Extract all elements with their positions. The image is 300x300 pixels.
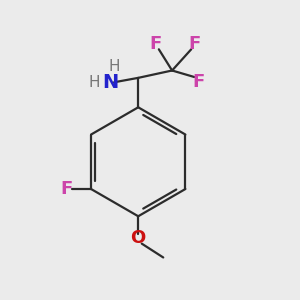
Text: O: O <box>130 229 146 247</box>
Text: H: H <box>108 58 119 74</box>
Text: F: F <box>193 73 205 91</box>
Text: N: N <box>102 73 119 92</box>
Text: F: F <box>188 35 200 53</box>
Text: F: F <box>150 35 162 53</box>
Text: F: F <box>60 180 72 198</box>
Text: H: H <box>88 75 100 90</box>
